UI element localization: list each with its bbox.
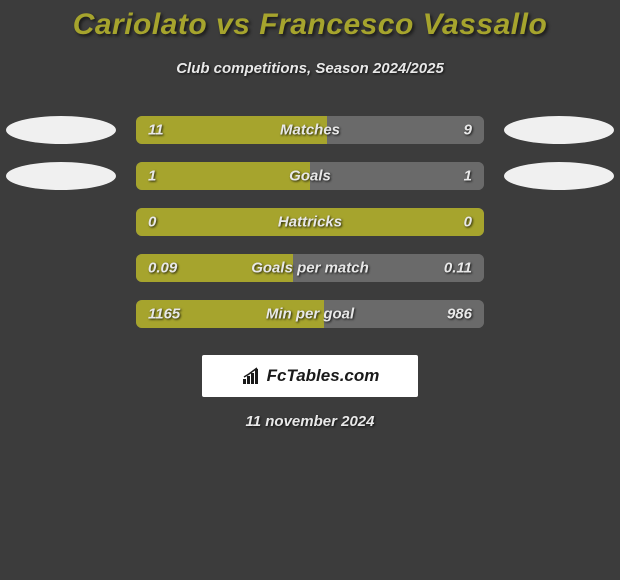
comparison-infographic: Cariolato vs Francesco Vassallo Club com… xyxy=(0,0,620,430)
player-marker-left xyxy=(6,162,116,190)
stat-value-left: 1 xyxy=(148,168,156,185)
stat-value-left: 11 xyxy=(148,122,164,139)
stat-label: Goals xyxy=(289,168,331,185)
brand-label: FcTables.com xyxy=(267,366,380,386)
stat-value-right: 1 xyxy=(464,168,472,185)
stat-row: 0 Hattricks 0 xyxy=(0,199,620,245)
stat-label: Goals per match xyxy=(251,260,369,277)
page-title: Cariolato vs Francesco Vassallo xyxy=(0,8,620,42)
stat-bar-right-fill xyxy=(310,162,484,190)
stat-row: 0.09 Goals per match 0.11 xyxy=(0,245,620,291)
stat-value-right: 9 xyxy=(464,122,472,139)
stat-value-left: 1165 xyxy=(148,306,180,323)
stat-bar: 0 Hattricks 0 xyxy=(136,208,484,236)
player-marker-right xyxy=(504,162,614,190)
stat-value-right: 986 xyxy=(447,306,472,323)
stat-bar: 11 Matches 9 xyxy=(136,116,484,144)
player-marker-left xyxy=(6,116,116,144)
stat-bar: 1165 Min per goal 986 xyxy=(136,300,484,328)
brand-chart-icon xyxy=(241,367,263,385)
brand-badge: FcTables.com xyxy=(202,355,418,397)
stat-value-left: 0 xyxy=(148,214,156,231)
subtitle: Club competitions, Season 2024/2025 xyxy=(0,60,620,77)
stat-value-left: 0.09 xyxy=(148,260,177,277)
stat-bar-right-fill xyxy=(327,116,484,144)
stat-value-right: 0.11 xyxy=(444,260,472,277)
player-marker-right xyxy=(504,116,614,144)
stat-bar: 1 Goals 1 xyxy=(136,162,484,190)
stat-row: 1 Goals 1 xyxy=(0,153,620,199)
stat-row: 11 Matches 9 xyxy=(0,107,620,153)
stat-row: 1165 Min per goal 986 xyxy=(0,291,620,337)
stat-label: Matches xyxy=(280,122,340,139)
stat-label: Hattricks xyxy=(278,214,342,231)
stat-bar-left-fill xyxy=(136,162,310,190)
date-label: 11 november 2024 xyxy=(0,413,620,430)
stat-label: Min per goal xyxy=(266,306,354,323)
stat-bar: 0.09 Goals per match 0.11 xyxy=(136,254,484,282)
stat-value-right: 0 xyxy=(464,214,472,231)
stats-chart: 11 Matches 9 1 Goals 1 0 Hattricks 0 0.09 Goals pe… xyxy=(0,107,620,337)
